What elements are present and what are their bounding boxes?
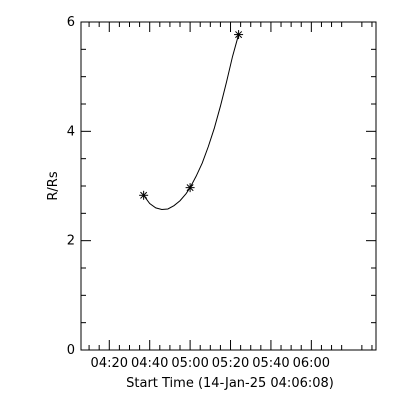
plot-frame bbox=[80, 21, 377, 351]
y-tick-label: 6 bbox=[67, 15, 75, 30]
y-tick-label: 0 bbox=[67, 343, 75, 358]
series-curve bbox=[143, 34, 240, 211]
series-group bbox=[139, 30, 244, 211]
x-tick-label: 04:20 bbox=[91, 356, 128, 371]
x-tick-label: 06:00 bbox=[293, 356, 330, 371]
data-point-marker bbox=[139, 190, 149, 200]
y-axis-tick-labels: 0 2 4 6 bbox=[67, 15, 75, 358]
data-point-marker bbox=[185, 183, 195, 193]
x-axis-label: Start Time (14-Jan-25 04:06:08) bbox=[126, 376, 334, 391]
x-axis-ticks bbox=[88, 22, 373, 350]
y-axis-label: R/Rs bbox=[46, 171, 61, 200]
y-tick-label: 4 bbox=[67, 124, 75, 139]
y-tick-label: 2 bbox=[67, 234, 75, 249]
x-tick-label: 04:40 bbox=[131, 356, 168, 371]
x-axis-tick-labels: 04:20 04:40 05:00 05:20 05:40 06:00 bbox=[91, 356, 331, 371]
x-tick-label: 05:20 bbox=[212, 356, 249, 371]
data-point-marker bbox=[234, 30, 244, 40]
x-tick-label: 05:00 bbox=[171, 356, 208, 371]
y-axis-ticks bbox=[81, 21, 376, 351]
x-tick-label: 05:40 bbox=[252, 356, 289, 371]
